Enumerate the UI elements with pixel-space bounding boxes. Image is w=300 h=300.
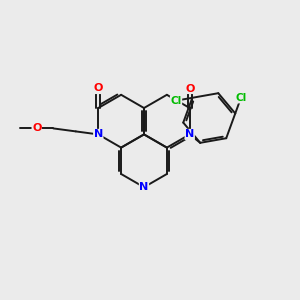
Text: Cl: Cl	[235, 93, 247, 103]
Text: N: N	[140, 182, 148, 192]
Text: N: N	[185, 129, 194, 140]
Text: N: N	[94, 129, 103, 140]
Text: O: O	[32, 123, 41, 134]
Text: O: O	[185, 83, 194, 94]
Text: O: O	[94, 83, 103, 94]
Text: Cl: Cl	[170, 96, 182, 106]
